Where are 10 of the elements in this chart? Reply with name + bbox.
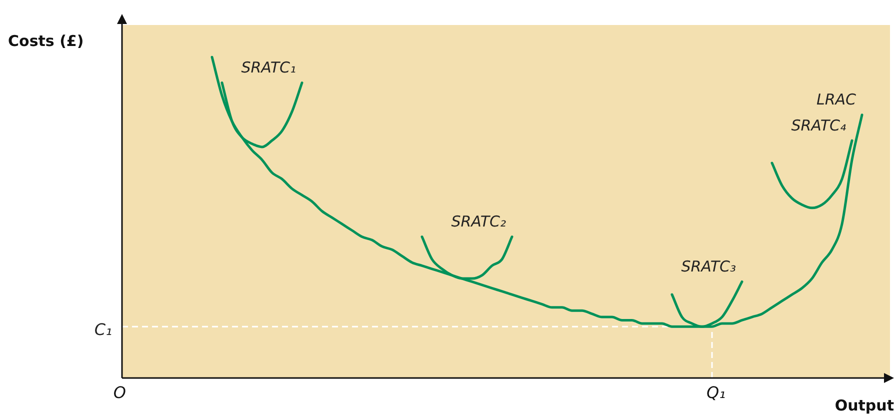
series-label: SRATC₂ xyxy=(451,212,506,231)
text: Q₁ xyxy=(706,383,726,402)
series-label: SRATC₃ xyxy=(681,258,736,276)
y-axis-title: Costs (£) xyxy=(8,32,84,50)
series-label: SRATC₄ xyxy=(791,116,846,134)
series-label: LRAC xyxy=(816,90,857,109)
text: O xyxy=(113,383,126,402)
ref-line-label: C₁ xyxy=(94,320,112,339)
x-axis-title: Output xyxy=(834,396,894,414)
series-label: SRATC₁ xyxy=(241,58,296,77)
